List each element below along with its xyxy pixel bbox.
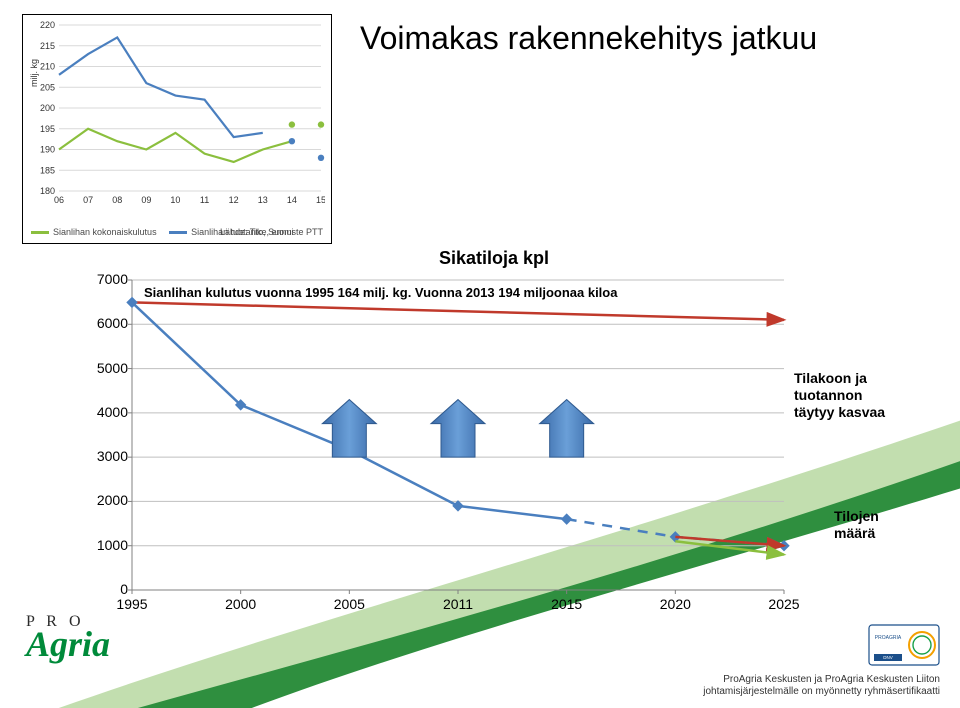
main-ytick: 3000 (88, 448, 128, 464)
svg-text:07: 07 (83, 195, 93, 205)
svg-text:09: 09 (141, 195, 151, 205)
footer: ProAgria Keskusten ja ProAgria Keskusten… (703, 674, 940, 698)
svg-text:14: 14 (287, 195, 297, 205)
svg-text:185: 185 (40, 165, 55, 175)
footer-line1: ProAgria Keskusten ja ProAgria Keskusten… (703, 674, 940, 686)
legend-item-1: Sianlihan kokonaiskulutus (31, 227, 157, 237)
main-chart-subtitle: Sianlihan kulutus vuonna 1995 164 milj. … (144, 285, 617, 300)
svg-text:220: 220 (40, 21, 55, 30)
svg-text:13: 13 (258, 195, 268, 205)
svg-text:215: 215 (40, 41, 55, 51)
main-xtick: 2005 (334, 596, 365, 612)
inset-chart-svg: 180 185 190 195 200 205 210 215 220 06 07 08 09 10 11 1… (29, 21, 325, 209)
svg-text:DNV: DNV (883, 655, 893, 660)
svg-text:12: 12 (229, 195, 239, 205)
main-ytick: 1000 (88, 537, 128, 553)
main-ytick: 4000 (88, 404, 128, 420)
main-ytick: 0 (88, 581, 128, 597)
main-chart: Sikatiloja kpl Sianlihan kulutus vuonna … (84, 250, 904, 620)
annotation-tilakoon: Tilakoon ja tuotannon täytyy kasvaa (794, 370, 904, 420)
svg-text:06: 06 (54, 195, 64, 205)
main-chart-title: Sikatiloja kpl (84, 248, 904, 269)
slide-title: Voimakas rakennekehitys jatkuu (360, 20, 817, 57)
inset-ylabel: milj. kg (29, 59, 39, 87)
slide: Voimakas rakennekehitys jatkuu milj. kg … (0, 0, 960, 708)
proagria-logo: P R O Agria (26, 615, 110, 660)
svg-text:180: 180 (40, 186, 55, 196)
main-xtick: 2020 (660, 596, 691, 612)
main-ytick: 2000 (88, 492, 128, 508)
inset-chart: milj. kg 180 185 190 195 200 205 210 215 220 06 07… (22, 14, 332, 244)
annotation-tilojen: Tilojen määrä (834, 508, 914, 542)
main-xtick: 1995 (116, 596, 147, 612)
cert-badge: PROAGRIA DNV (868, 624, 940, 666)
inset-source-label: Lähde: Tike, ennuste PTT (220, 227, 323, 237)
main-ytick: 7000 (88, 271, 128, 287)
main-ytick: 6000 (88, 315, 128, 331)
svg-text:15: 15 (316, 195, 325, 205)
main-xtick: 2011 (443, 596, 473, 612)
legend-label-1: Sianlihan kokonaiskulutus (53, 227, 157, 237)
main-chart-svg (84, 250, 904, 620)
main-xtick: 2000 (225, 596, 256, 612)
main-xtick: 2015 (551, 596, 582, 612)
svg-text:190: 190 (40, 145, 55, 155)
logo-line2: Agria (26, 628, 110, 660)
legend-swatch-2 (169, 231, 187, 234)
svg-text:10: 10 (170, 195, 180, 205)
svg-text:08: 08 (112, 195, 122, 205)
svg-text:11: 11 (200, 195, 209, 205)
svg-text:200: 200 (40, 103, 55, 113)
main-ytick: 5000 (88, 360, 128, 376)
svg-text:195: 195 (40, 124, 55, 134)
svg-text:PROAGRIA: PROAGRIA (875, 635, 902, 641)
svg-text:210: 210 (40, 62, 55, 72)
main-xtick: 2025 (768, 596, 799, 612)
svg-text:205: 205 (40, 82, 55, 92)
legend-swatch-1 (31, 231, 49, 234)
footer-line2: johtamisjärjestelmälle on myönnetty ryhm… (703, 686, 940, 698)
